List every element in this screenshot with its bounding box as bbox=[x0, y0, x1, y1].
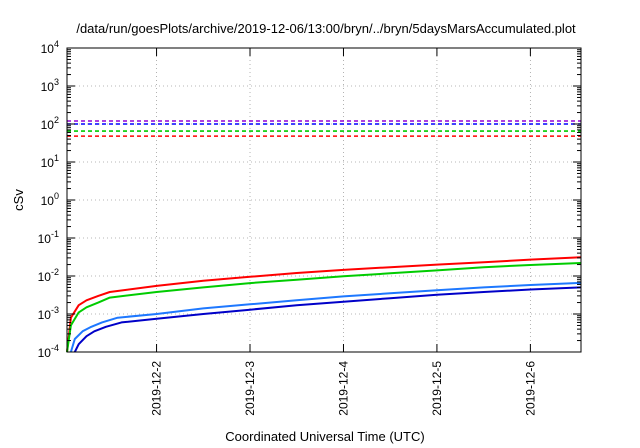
y-tick-label: 101 bbox=[41, 153, 59, 170]
y-tick-label: 100 bbox=[41, 191, 59, 208]
series-line bbox=[66, 262, 582, 353]
chart-title: /data/run/goesPlots/archive/2019-12-06/1… bbox=[76, 21, 576, 36]
threshold-lines bbox=[67, 120, 581, 137]
x-axis-label: Coordinated Universal Time (UTC) bbox=[225, 429, 424, 444]
y-tick-label: 103 bbox=[41, 77, 59, 94]
y-tick-label: 10-1 bbox=[38, 229, 59, 246]
series-lines bbox=[66, 256, 582, 353]
x-tick-label: 2019-12-2 bbox=[150, 361, 164, 416]
grid bbox=[67, 48, 581, 352]
series-line bbox=[66, 256, 582, 353]
y-axis-label: cSv bbox=[11, 189, 26, 211]
y-tick-label: 10-2 bbox=[38, 267, 59, 284]
y-tick-label: 104 bbox=[41, 39, 59, 56]
y-axis: 10-4 10-3 10-2 10-1 100 101 102 103 104 bbox=[38, 39, 581, 360]
series-line bbox=[69, 281, 582, 353]
y-tick-label: 10-3 bbox=[38, 305, 59, 322]
y-tick-label: 10-4 bbox=[38, 343, 59, 360]
x-tick-label: 2019-12-3 bbox=[243, 361, 257, 416]
x-tick-label: 2019-12-5 bbox=[430, 361, 444, 416]
x-tick-label: 2019-12-4 bbox=[336, 361, 350, 416]
x-axis: 2019-12-2 2019-12-3 2019-12-4 2019-12-5 2019… bbox=[150, 48, 537, 416]
x-tick-label: 2019-12-6 bbox=[523, 361, 537, 416]
series-line bbox=[73, 286, 582, 353]
y-tick-label: 102 bbox=[41, 115, 59, 132]
